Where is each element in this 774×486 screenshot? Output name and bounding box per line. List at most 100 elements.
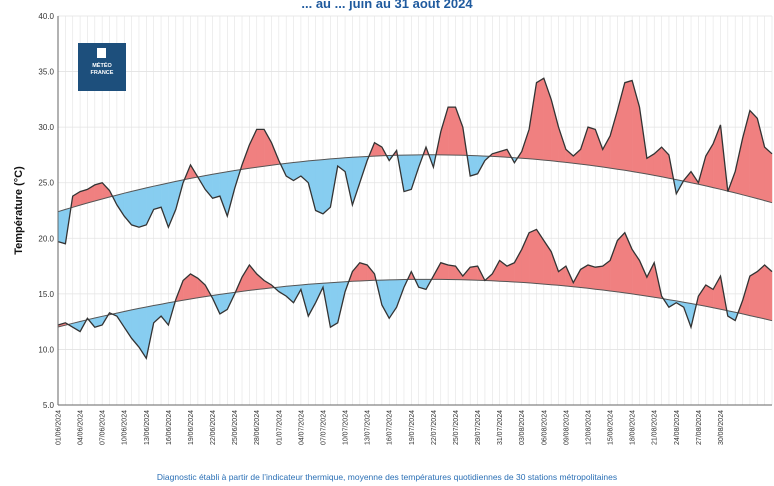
x-tick-label: 03/08/2024 [519, 410, 526, 445]
anomaly-area [609, 240, 618, 293]
anomaly-area [550, 99, 559, 162]
x-tick-label: 22/06/2024 [210, 410, 217, 445]
y-tick-label: 40.0 [38, 12, 54, 21]
anomaly-area [447, 264, 456, 280]
x-tick-label: 19/06/2024 [188, 410, 195, 445]
x-tick-label: 12/08/2024 [585, 410, 592, 445]
anomaly-area [212, 172, 221, 199]
x-tick-label: 25/07/2024 [453, 410, 460, 445]
x-tick-label: 25/06/2024 [232, 410, 239, 445]
anomaly-area [595, 265, 603, 291]
anomaly-area [749, 271, 758, 318]
x-tick-label: 09/08/2024 [563, 410, 570, 445]
x-tick-label: 15/08/2024 [608, 410, 615, 445]
anomaly-area [536, 228, 545, 285]
x-tick-label: 04/06/2024 [78, 410, 85, 445]
x-tick-label: 13/06/2024 [144, 410, 151, 445]
temperature-chart: 5.0 10.0 15.0 20.0 25.0 30.0 35.0 40.0 01/06/202… [13, 12, 773, 445]
y-tick-label: 30.0 [38, 123, 54, 132]
x-tick-label: 27/08/2024 [696, 410, 703, 445]
x-tick-label: 01/07/2024 [276, 410, 283, 445]
x-tick-label: 28/07/2024 [475, 410, 482, 445]
anomaly-area [587, 264, 596, 290]
anomaly-area [330, 281, 338, 328]
anomaly-area [322, 158, 331, 215]
anomaly-area [352, 156, 360, 206]
anomaly-area [565, 148, 574, 164]
y-tick-label: 35.0 [38, 68, 54, 77]
anomaly-area [101, 182, 110, 200]
x-tick-label: 24/08/2024 [674, 410, 681, 445]
x-tick-label: 10/07/2024 [343, 410, 350, 445]
x-tick-label: 30/08/2024 [718, 410, 725, 445]
anomaly-area [403, 154, 412, 192]
x-tick-label: 31/07/2024 [497, 410, 504, 445]
x-tick-label: 16/07/2024 [387, 410, 394, 445]
logo-emblem [97, 48, 106, 58]
anomaly-area [602, 135, 611, 169]
x-tick-label: 16/06/2024 [166, 410, 173, 445]
anomaly-area [757, 264, 765, 320]
anomaly-area [447, 106, 456, 156]
anomaly-area [470, 265, 478, 281]
x-tick-label: 22/07/2024 [431, 410, 438, 445]
anomaly-area [573, 148, 581, 165]
anomaly-area [131, 189, 140, 228]
anomaly-area [219, 171, 228, 217]
anomaly-area [455, 107, 464, 156]
anomaly-area [116, 192, 125, 217]
x-tick-label: 18/08/2024 [630, 410, 637, 445]
x-tick-label: 01/06/2024 [56, 410, 63, 445]
normal-curve [57, 154, 773, 213]
anomaly-area [470, 155, 478, 177]
x-tick-label: 04/07/2024 [298, 410, 305, 445]
x-tick-label: 07/06/2024 [100, 410, 107, 445]
anomaly-area [646, 262, 655, 298]
anomaly-area [168, 181, 176, 228]
anomaly-area [514, 249, 522, 283]
chart-title: ... au ... juin au 31 août 2024 [301, 0, 473, 11]
anomaly-area [528, 229, 537, 284]
anomaly-area [587, 126, 596, 167]
logo-text: MÉTÉO [92, 61, 112, 69]
x-tick-label: 06/08/2024 [541, 410, 548, 445]
anomaly-area [764, 264, 773, 321]
anomaly-area [153, 184, 162, 210]
anomaly-area [278, 286, 287, 297]
anomaly-area [352, 262, 360, 282]
anomaly-area [138, 187, 147, 228]
x-tick-label: 21/08/2024 [652, 410, 659, 445]
anomaly-area [654, 146, 662, 177]
anomaly-area [249, 129, 257, 169]
anomaly-area [631, 248, 640, 296]
y-tick-label: 10.0 [38, 345, 54, 354]
y-axis-title: Température (°C) [13, 166, 25, 255]
anomaly-area [440, 107, 449, 156]
anomaly-area [764, 146, 773, 203]
anomaly-area [256, 129, 265, 168]
anomaly-area [749, 109, 758, 199]
y-tick-label: 5.0 [43, 401, 55, 410]
logo-text: FRANCE [91, 70, 114, 76]
anomaly-area [698, 284, 706, 307]
x-tick-label: 28/06/2024 [254, 410, 261, 445]
anomaly-area [241, 264, 250, 292]
y-tick-label: 20.0 [38, 234, 54, 243]
anomaly-area [124, 309, 132, 339]
anomaly-area [624, 80, 633, 172]
anomaly-area [94, 182, 103, 202]
chart-footnote: Diagnostic établi à partir de l’indicate… [156, 472, 618, 482]
anomaly-area [609, 110, 618, 170]
anomaly-area [131, 308, 140, 348]
anomaly-area [536, 77, 545, 161]
anomaly-area [359, 262, 368, 282]
anomaly-area [57, 209, 66, 245]
x-tick-label: 19/07/2024 [409, 410, 416, 445]
x-tick-label: 07/07/2024 [320, 410, 327, 445]
anomaly-area [160, 302, 169, 326]
anomaly-area [160, 182, 169, 228]
y-tick-label: 25.0 [38, 179, 54, 188]
series-line [57, 228, 773, 360]
x-tick-label: 13/07/2024 [365, 410, 372, 445]
